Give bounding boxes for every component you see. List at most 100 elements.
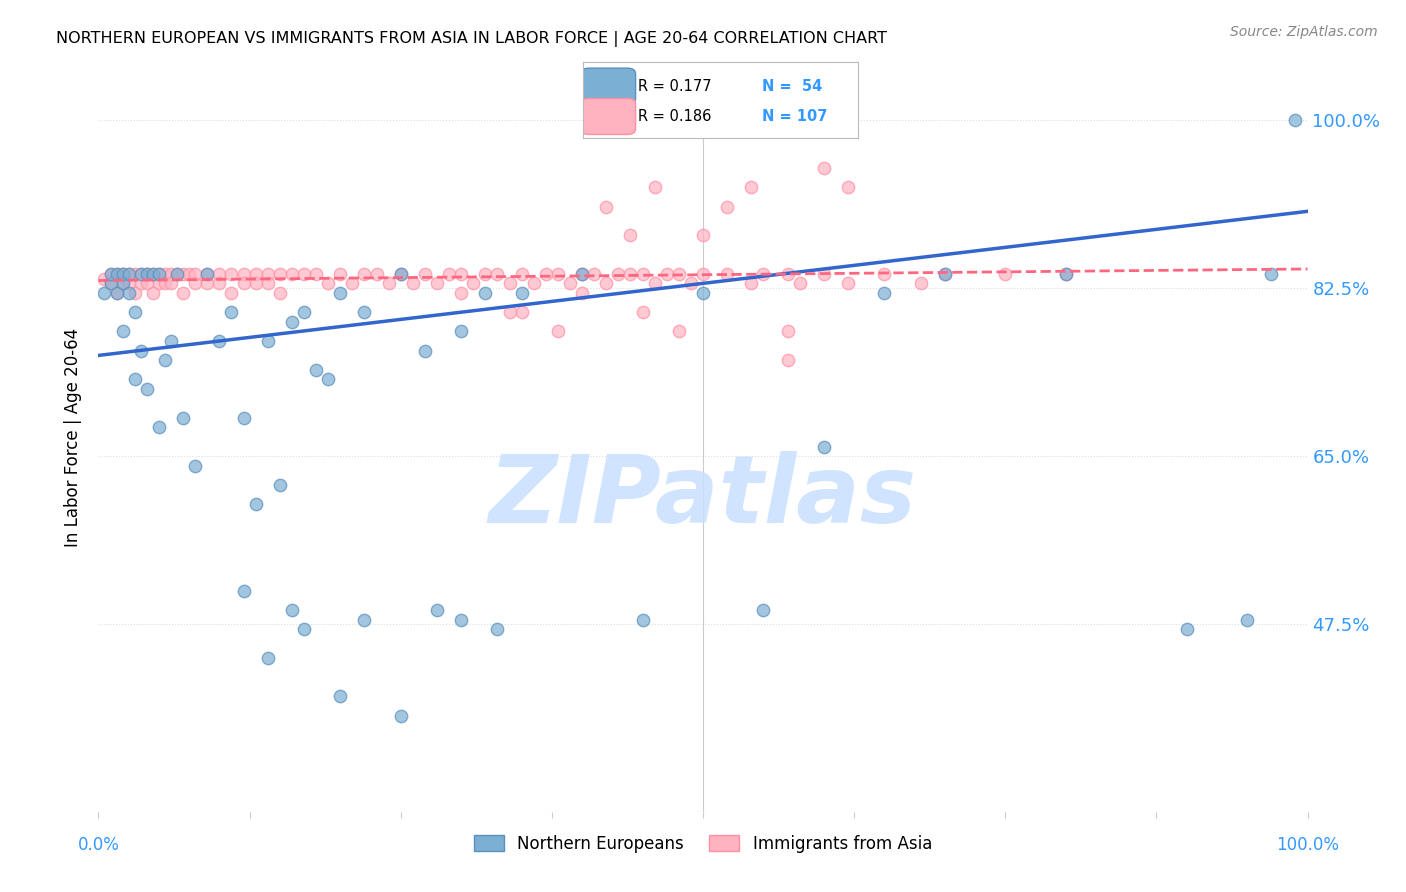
Point [450, 325, 472, 339]
Point [93, 271, 115, 285]
Point [124, 267, 146, 281]
Point [837, 180, 859, 194]
Point [740, 277, 762, 291]
Point [160, 334, 183, 348]
Point [329, 267, 352, 281]
Point [172, 410, 194, 425]
Point [184, 277, 207, 291]
Point [510, 267, 533, 281]
Point [111, 277, 134, 291]
Point [1175, 622, 1198, 636]
Point [534, 267, 557, 281]
Point [153, 277, 176, 291]
Point [281, 267, 304, 281]
Point [752, 603, 775, 617]
Point [111, 267, 134, 281]
Point [256, 277, 278, 291]
Point [547, 267, 569, 281]
Point [813, 267, 835, 281]
Point [142, 267, 165, 281]
Point [450, 285, 472, 300]
Point [389, 267, 412, 281]
Point [329, 285, 352, 300]
Point [934, 267, 956, 281]
Point [172, 267, 194, 281]
Point [776, 353, 799, 368]
Text: R = 0.177: R = 0.177 [638, 78, 711, 94]
Point [153, 353, 176, 368]
Point [463, 277, 485, 291]
Point [353, 613, 375, 627]
Point [523, 277, 546, 291]
Point [426, 277, 449, 291]
Point [474, 285, 496, 300]
Point [644, 180, 666, 194]
Point [105, 267, 128, 281]
Point [402, 277, 425, 291]
Point [232, 583, 254, 598]
Point [148, 420, 170, 434]
Point [179, 267, 201, 281]
Point [994, 267, 1017, 281]
Point [142, 267, 165, 281]
Point [148, 267, 170, 281]
Point [450, 613, 472, 627]
Point [292, 305, 315, 319]
Point [245, 267, 267, 281]
Point [281, 315, 304, 329]
Point [142, 285, 165, 300]
Point [813, 440, 835, 454]
Point [934, 267, 956, 281]
Point [100, 267, 122, 281]
Text: 100.0%: 100.0% [1277, 836, 1339, 854]
Point [655, 267, 678, 281]
Point [269, 267, 291, 281]
Point [619, 267, 641, 281]
Point [256, 334, 278, 348]
Point [269, 285, 291, 300]
Point [111, 267, 134, 281]
Point [166, 267, 188, 281]
Point [160, 277, 183, 291]
Point [316, 372, 339, 386]
Point [135, 277, 157, 291]
Legend: Northern Europeans, Immigrants from Asia: Northern Europeans, Immigrants from Asia [467, 829, 939, 860]
Point [153, 267, 176, 281]
Point [124, 285, 146, 300]
Point [1054, 267, 1077, 281]
Text: N =  54: N = 54 [762, 78, 823, 94]
Point [353, 305, 375, 319]
Point [558, 277, 581, 291]
Point [740, 180, 762, 194]
Point [498, 277, 520, 291]
Point [135, 382, 157, 396]
Point [184, 267, 207, 281]
Point [100, 277, 122, 291]
Point [837, 277, 859, 291]
Text: NORTHERN EUROPEAN VS IMMIGRANTS FROM ASIA IN LABOR FORCE | AGE 20-64 CORRELATION: NORTHERN EUROPEAN VS IMMIGRANTS FROM ASI… [56, 31, 887, 47]
Point [450, 267, 472, 281]
Point [221, 267, 243, 281]
Point [752, 267, 775, 281]
Point [245, 497, 267, 511]
Point [269, 478, 291, 492]
Point [245, 277, 267, 291]
Point [1054, 267, 1077, 281]
Point [342, 277, 364, 291]
Point [195, 277, 218, 291]
Point [118, 277, 141, 291]
Text: ZIPatlas: ZIPatlas [489, 451, 917, 543]
Point [100, 267, 122, 281]
Point [221, 285, 243, 300]
Point [631, 613, 654, 627]
Point [474, 267, 496, 281]
Point [124, 372, 146, 386]
Point [486, 267, 509, 281]
Point [595, 277, 617, 291]
Point [353, 267, 375, 281]
Point [208, 267, 231, 281]
Text: Source: ZipAtlas.com: Source: ZipAtlas.com [1230, 25, 1378, 39]
Point [873, 267, 896, 281]
Point [692, 228, 714, 243]
Point [292, 267, 315, 281]
